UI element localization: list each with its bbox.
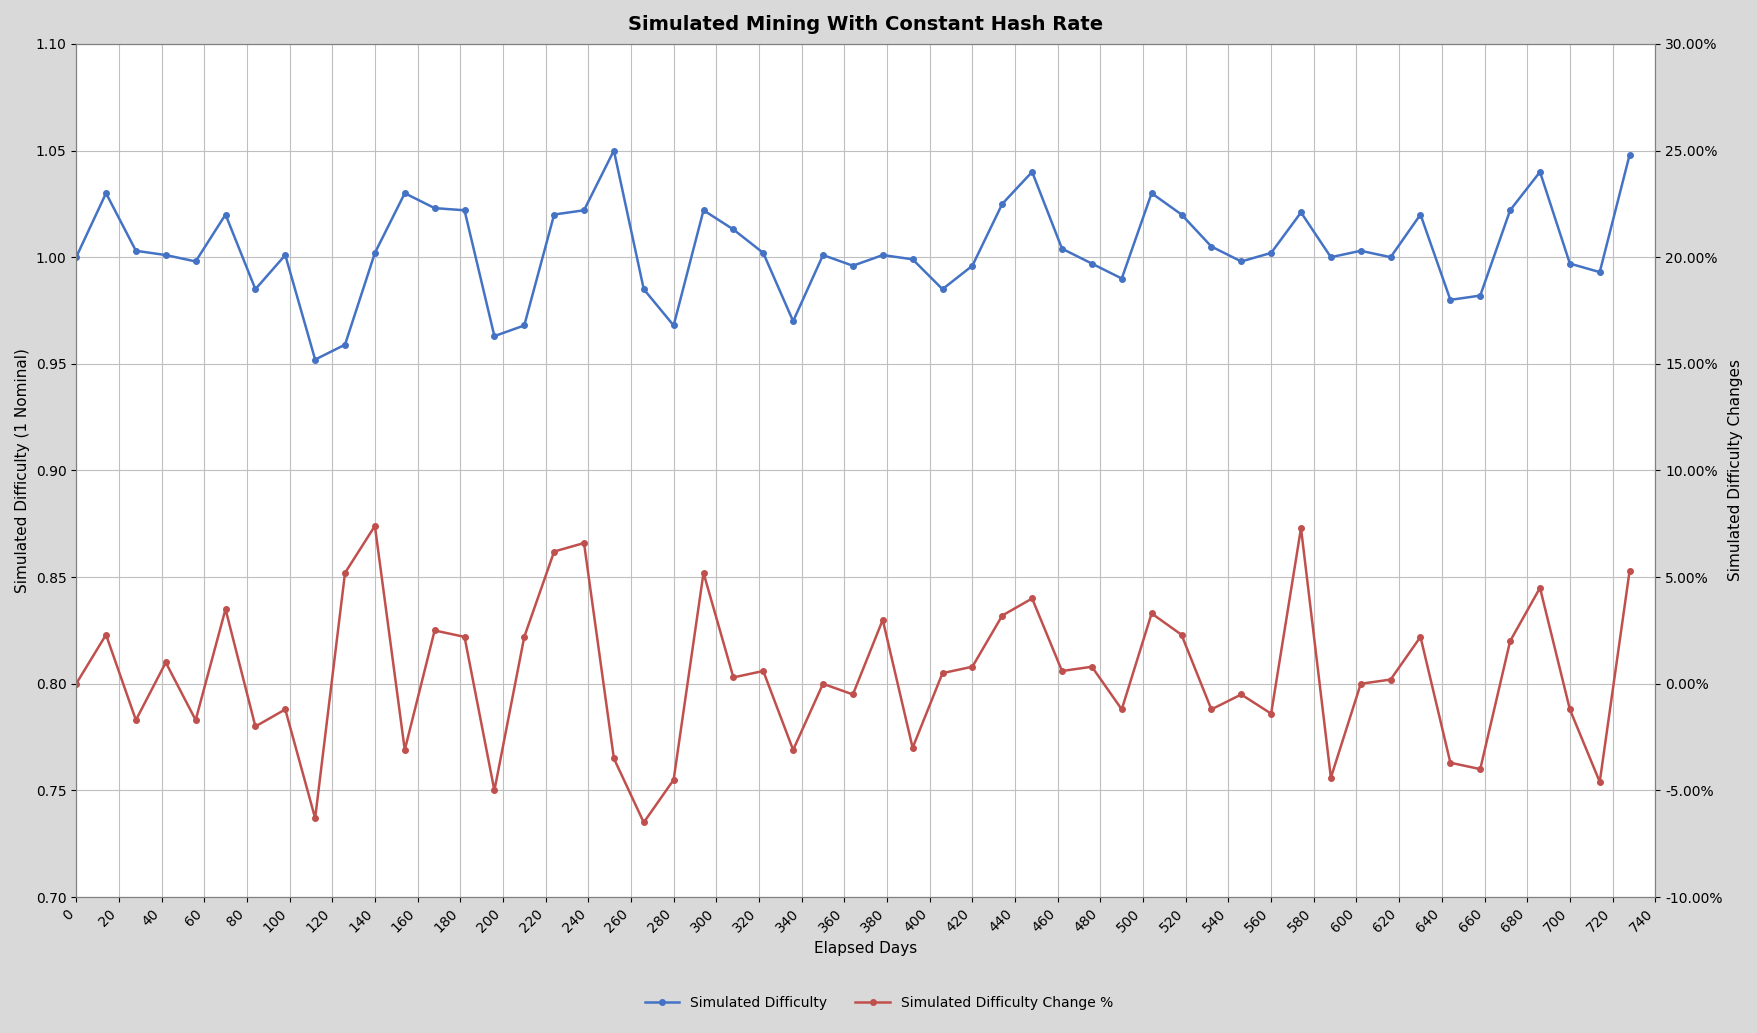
Simulated Difficulty <box>304 353 325 366</box>
Simulated Difficulty Change % <box>1051 665 1072 678</box>
Simulated Difficulty Change % <box>1021 592 1042 604</box>
Simulated Difficulty <box>1051 243 1072 255</box>
Simulated Difficulty Change % <box>1618 565 1639 577</box>
Simulated Difficulty Change % <box>1320 772 1341 784</box>
Simulated Difficulty Change % <box>1140 607 1161 620</box>
Simulated Difficulty <box>65 251 86 263</box>
Title: Simulated Mining With Constant Hash Rate: Simulated Mining With Constant Hash Rate <box>627 15 1103 34</box>
Simulated Difficulty <box>1110 273 1132 285</box>
Simulated Difficulty <box>603 145 624 157</box>
Simulated Difficulty <box>1140 187 1161 199</box>
Simulated Difficulty <box>1618 149 1639 161</box>
Simulated Difficulty <box>1320 251 1341 263</box>
Line: Simulated Difficulty: Simulated Difficulty <box>74 148 1632 363</box>
Simulated Difficulty Change % <box>513 631 534 644</box>
Simulated Difficulty Change % <box>1110 703 1132 716</box>
Y-axis label: Simulated Difficulty Changes: Simulated Difficulty Changes <box>1727 359 1741 582</box>
Simulated Difficulty Change % <box>65 678 86 690</box>
Simulated Difficulty Change % <box>633 816 654 828</box>
Simulated Difficulty Change % <box>364 520 385 532</box>
Y-axis label: Simulated Difficulty (1 Nominal): Simulated Difficulty (1 Nominal) <box>16 348 30 593</box>
Simulated Difficulty <box>1021 165 1042 178</box>
Simulated Difficulty <box>513 319 534 332</box>
X-axis label: Elapsed Days: Elapsed Days <box>813 941 917 956</box>
Legend: Simulated Difficulty, Simulated Difficulty Change %: Simulated Difficulty, Simulated Difficul… <box>640 991 1117 1015</box>
Line: Simulated Difficulty Change %: Simulated Difficulty Change % <box>74 523 1632 825</box>
